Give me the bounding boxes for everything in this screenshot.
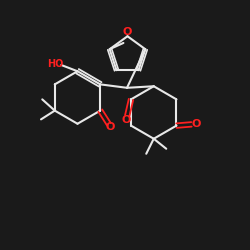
- Text: O: O: [191, 120, 201, 130]
- Text: O: O: [121, 115, 131, 125]
- Text: O: O: [106, 122, 115, 132]
- Text: O: O: [122, 28, 132, 38]
- Text: HO: HO: [47, 59, 63, 69]
